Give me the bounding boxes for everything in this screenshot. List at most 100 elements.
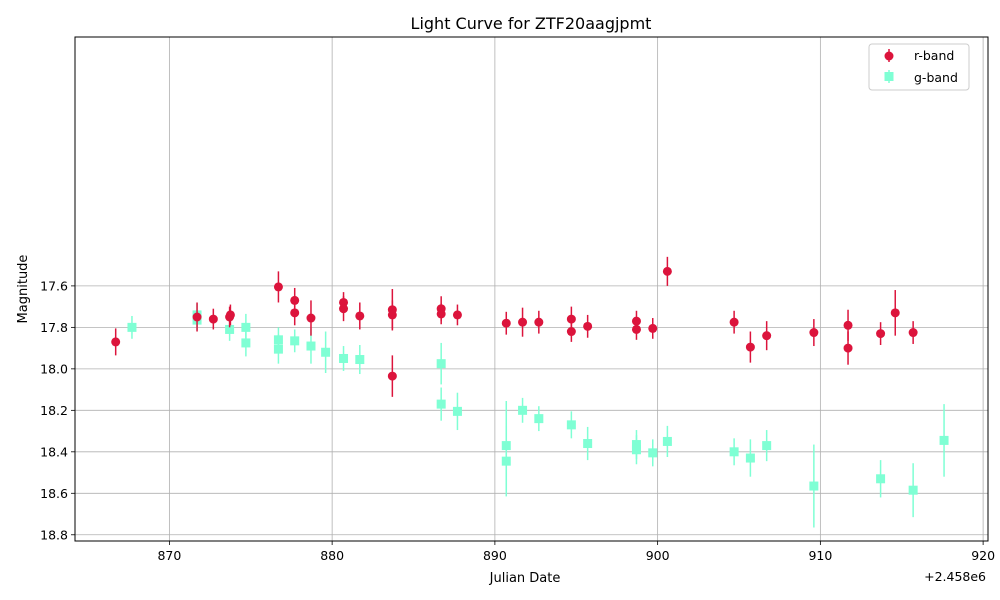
- y-tick-label: 18.4: [40, 444, 68, 459]
- g-band-marker: [501, 456, 511, 466]
- g-band-point: [452, 392, 462, 431]
- r-band-point: [662, 256, 672, 286]
- g-band-marker: [355, 355, 365, 365]
- g-band-point: [809, 444, 819, 528]
- r-band-marker: [225, 310, 235, 320]
- y-tick-label: 17.6: [40, 278, 68, 293]
- r-band-point: [876, 322, 886, 345]
- r-band-point: [809, 319, 819, 347]
- g-band-point: [127, 315, 137, 339]
- r-band-point: [583, 314, 593, 338]
- legend-r-band-marker: [884, 51, 894, 61]
- r-band-marker: [452, 310, 462, 320]
- g-band-point: [583, 426, 593, 461]
- g-band-point: [648, 439, 658, 467]
- r-band-marker: [501, 318, 511, 328]
- r-band-marker: [290, 308, 300, 318]
- g-band-point: [501, 425, 511, 497]
- g-band-point: [566, 411, 576, 439]
- y-tick-label: 18.0: [40, 361, 68, 376]
- g-band-marker: [809, 481, 819, 491]
- r-band-marker: [809, 328, 819, 338]
- g-band-marker: [518, 405, 528, 415]
- r-band-point: [192, 302, 202, 332]
- g-band-marker: [225, 324, 235, 334]
- r-band-marker: [843, 320, 853, 330]
- r-band-marker: [566, 314, 576, 324]
- r-band-marker: [339, 304, 349, 314]
- r-band-marker: [111, 337, 121, 347]
- r-band-point: [436, 303, 446, 325]
- g-band-point: [321, 331, 331, 373]
- g-band-marker: [662, 436, 672, 446]
- g-band-marker: [436, 359, 446, 369]
- r-band-marker: [762, 331, 772, 341]
- g-band-marker: [566, 420, 576, 430]
- g-band-point: [662, 425, 672, 457]
- r-band-point: [225, 304, 235, 326]
- g-band-marker: [648, 448, 658, 458]
- g-band-marker: [241, 338, 251, 348]
- r-band-marker: [518, 317, 528, 327]
- legend-g-band-label: g-band: [914, 70, 958, 85]
- g-band-point: [908, 463, 918, 518]
- r-band-point: [843, 331, 853, 365]
- g-band-marker: [306, 341, 316, 351]
- r-band-marker: [306, 313, 316, 323]
- r-band-point: [631, 319, 641, 340]
- g-band-marker: [452, 406, 462, 416]
- r-band-point: [339, 296, 349, 322]
- x-axis-title: Julian Date: [489, 571, 561, 586]
- y-axis-ticks: 17.6 17.8 18.0 18.2 18.4 18.6 18.8: [40, 278, 75, 542]
- y-tick-label: 17.8: [40, 320, 68, 335]
- r-band-point: [648, 318, 658, 339]
- x-axis-offset-label: +2.458e6: [924, 569, 986, 584]
- r-band-marker: [273, 282, 283, 292]
- r-band-point: [111, 328, 121, 356]
- g-band-marker: [321, 347, 331, 357]
- x-tick-label: 910: [808, 548, 832, 563]
- g-band-marker: [583, 439, 593, 449]
- r-band-marker: [583, 321, 593, 331]
- g-band-point: [518, 397, 528, 423]
- r-band-point: [518, 307, 528, 337]
- y-axis-title: Magnitude: [16, 255, 31, 324]
- r-band-marker: [890, 308, 900, 318]
- x-tick-label: 880: [320, 548, 344, 563]
- r-band-point: [566, 321, 576, 342]
- r-band-point: [208, 308, 218, 330]
- g-band-marker: [762, 441, 772, 451]
- legend-box: [868, 43, 970, 91]
- legend-r-band: r-band: [884, 48, 954, 63]
- x-tick-label: 900: [646, 548, 670, 563]
- g-band-point: [436, 387, 446, 421]
- r-band-point: [908, 321, 918, 344]
- g-band-marker: [339, 353, 349, 363]
- r-band-marker: [745, 342, 755, 352]
- g-band-point: [729, 438, 739, 466]
- r-band-marker: [387, 371, 397, 381]
- g-band-point: [876, 460, 886, 498]
- g-band-marker: [127, 322, 137, 332]
- r-band-marker: [355, 311, 365, 321]
- g-band-marker: [745, 453, 755, 463]
- g-band-series: [127, 303, 949, 528]
- r-band-marker: [648, 323, 658, 333]
- legend-g-band: g-band: [884, 70, 958, 85]
- r-band-point: [729, 310, 739, 334]
- g-band-point: [273, 334, 283, 364]
- r-band-point: [762, 321, 772, 351]
- x-tick-label: 870: [157, 548, 181, 563]
- r-band-point: [387, 355, 397, 397]
- g-band-point: [534, 406, 544, 432]
- g-band-point: [631, 435, 641, 465]
- r-band-point: [890, 290, 900, 336]
- g-band-point: [436, 342, 446, 385]
- x-tick-label: 890: [483, 548, 507, 563]
- r-band-point: [452, 304, 462, 326]
- g-band-point: [241, 329, 251, 357]
- chart-title: Light Curve for ZTF20aagjpmt: [411, 14, 652, 33]
- r-band-point: [273, 271, 283, 303]
- r-band-point: [290, 300, 300, 326]
